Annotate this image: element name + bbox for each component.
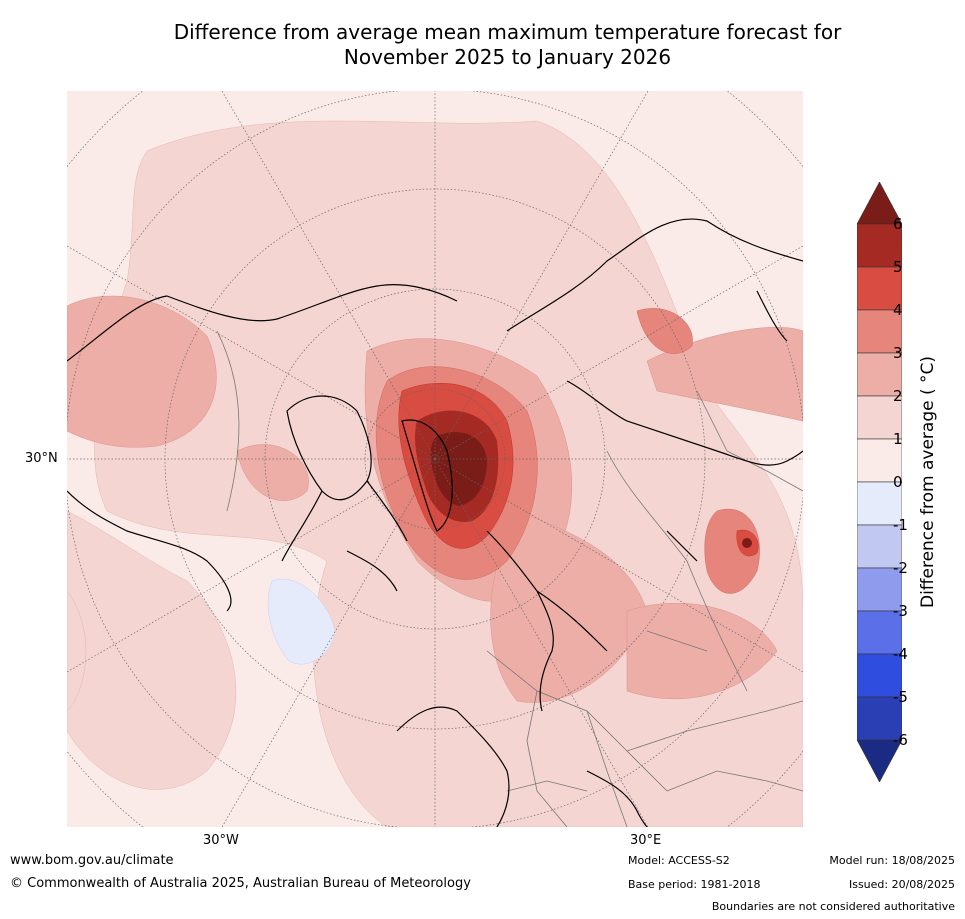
colorbar-band [857,696,902,741]
title-line-1: Difference from average mean maximum tem… [173,20,842,44]
colorbar-tick-label: -2 [893,559,908,577]
base-period: Base period: 1981-2018 [628,878,761,891]
colorbar-tick-label: 1 [893,430,903,448]
colorbar-tick-label: 5 [893,258,903,276]
colorbar-band [857,524,902,569]
graticule [67,91,803,827]
longitude-label-west: 30°W [203,833,239,848]
issued-date: Issued: 20/08/2025 [848,878,955,891]
colorbar-label: Difference from average ( °C) [918,355,938,609]
colorbar-extend-min [857,739,902,782]
colorbar-band [857,653,902,698]
latitude-label: 30°N [25,451,58,466]
colorbar-band [857,266,902,311]
forecast-map [67,91,803,827]
colorbar-tick-label: -1 [893,516,908,534]
colorbar-tick-label: -6 [893,731,908,749]
source-url: www.bom.gov.au/climate [10,853,174,868]
colorbar-tick-label: -4 [893,645,908,663]
colorbar-band [857,395,902,440]
longitude-label-east: 30°E [630,833,662,848]
colorbar-tick-label: 2 [893,387,903,405]
colorbar-band [857,610,902,655]
colorbar-tick-label: 0 [893,473,903,491]
colorbar-band [857,567,902,612]
copyright-notice: © Commonwealth of Australia 2025, Austra… [10,876,471,891]
colorbar-band [857,223,902,268]
model-name: Model: ACCESS-S2 [628,854,730,867]
coastlines [67,218,803,827]
colorbar-tick-label: 6 [893,215,903,233]
anomaly-above-6-regions [430,432,752,548]
chart-title: Difference from average mean maximum tem… [0,20,965,70]
colorbar-tick-label: 3 [893,344,903,362]
boundaries-disclaimer: Boundaries are not considered authoritat… [711,900,955,913]
colorbar-tick-label: -3 [893,602,908,620]
colorbar-tick-label: -5 [893,688,908,706]
colorbar [857,182,902,782]
model-run-date: Model run: 18/08/2025 [829,854,955,867]
colorbar-band [857,438,902,483]
colorbar-tick-label: 4 [893,301,903,319]
colorbar-band [857,481,902,526]
title-line-2: November 2025 to January 2026 [343,45,672,69]
